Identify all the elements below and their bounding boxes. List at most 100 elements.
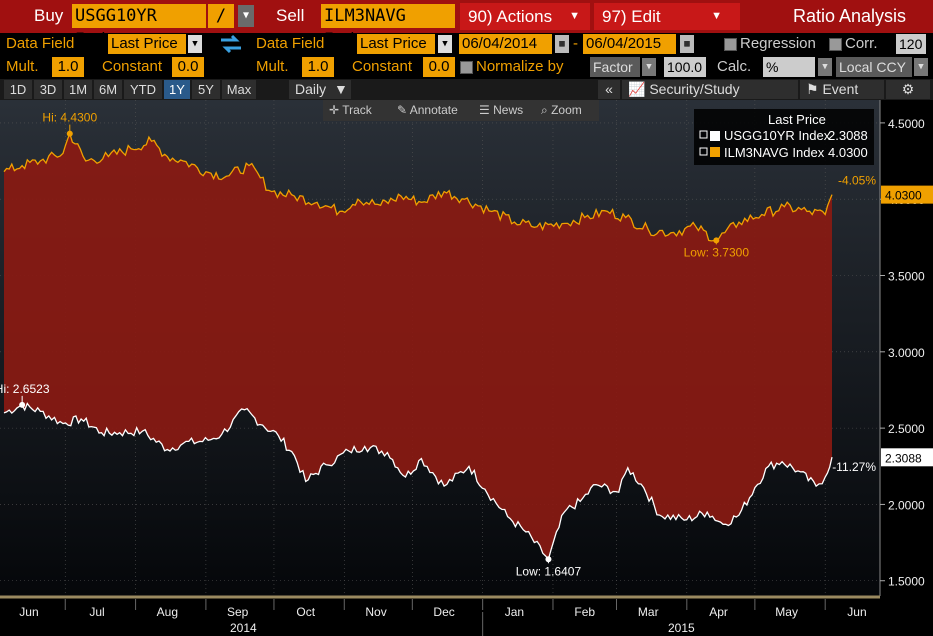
end-date-input[interactable]: 06/04/2015 [583,34,676,54]
track-label: Track [342,103,372,117]
start-calendar-icon[interactable]: ▦ [555,35,569,53]
mult-label: Mult. [6,58,39,75]
factor-value-input[interactable]: 100.0 [664,57,706,77]
collapse-button[interactable]: « [598,80,620,99]
normalize-factor-select[interactable]: Factor [590,57,640,77]
annotate-tool[interactable]: ✎ Annotate [391,100,473,121]
data-field2-dropdown-icon[interactable]: ▼ [438,35,452,53]
change-label: -11.27% [832,460,876,474]
zoom-tool[interactable]: ⌕ Zoom [535,100,599,121]
range-button-3d[interactable]: 3D [34,80,62,99]
security1-input[interactable]: USGG10YR Inde [72,4,206,50]
mult2-input[interactable]: 1.0 [302,57,334,77]
y-tick-label: 4.5000 [888,117,925,131]
x-tick-label: Mar [638,605,659,619]
constant2-input[interactable]: 0.0 [423,57,455,77]
operator-dropdown-icon[interactable]: ▼ [238,5,254,27]
range-button-1y[interactable]: 1Y [164,80,190,99]
y-axis: 1.50002.00002.50003.00003.50004.00004.50… [879,100,925,596]
chart-study-icon: 📈 [628,81,646,97]
data-field-label: Data Field [6,35,75,52]
start-date-input[interactable]: 06/04/2014 [459,34,552,54]
normalize-checkbox[interactable] [460,61,473,74]
annotate-label: Annotate [409,103,458,117]
data-field-dropdown-icon[interactable]: ▼ [188,35,202,53]
event-button[interactable]: ⚑ Event [800,80,884,99]
range-button-ytd[interactable]: YTD [124,80,162,99]
currency-dropdown-icon[interactable]: ▼ [914,58,928,76]
y-tick-label: 1.5000 [888,575,925,589]
news-label: News [493,103,524,117]
constant-input[interactable]: 0.0 [172,57,204,77]
range-button-1m[interactable]: 1M [64,80,92,99]
calc-select[interactable]: % [763,57,815,77]
operator-input[interactable]: / [208,4,234,28]
range-button-1d[interactable]: 1D [4,80,32,99]
data-field2-select[interactable]: Last Price [357,34,435,54]
edit-button[interactable]: 97) Edit ▼ [594,3,740,30]
change-label: -4.05% [838,174,876,188]
x-tick-label: Jan [505,605,524,619]
actions-label: 90) Actions [468,7,553,26]
actions-chevron-icon: ▼ [569,10,580,22]
sell-label: Sell [276,6,305,25]
x-axis-background [0,596,933,636]
legend-toggle-icon[interactable] [699,147,708,156]
security-study-label: Security/Study [649,81,740,97]
legend-value-ilm3navg: 4.0300 [828,145,868,160]
x-tick-label: Apr [709,605,728,619]
regression-checkbox[interactable] [724,38,737,51]
page-title: Ratio Analysis [793,6,907,26]
factor-dropdown-icon[interactable]: ▼ [642,58,656,76]
y-tick-label: 2.0000 [888,498,925,512]
x-axis: Jun Jul Aug Sep Oct Nov Dec Jan Feb Mar Apr May Jun 2… [0,595,933,636]
legend-swatch-usgg10yr [710,131,720,141]
event-label: Event [822,81,859,97]
legend-swatch-ilm3navg [710,147,720,157]
corr-window-input[interactable]: 120 [896,34,926,54]
y-tick-label: 3.0000 [888,346,925,360]
mult-input[interactable]: 1.0 [52,57,84,77]
x-tick-label: Jun [847,605,866,619]
year-label: 2015 [668,621,695,635]
news-tool[interactable]: ☰ News [473,100,535,121]
security-study-button[interactable]: 📈 Security/Study [622,80,798,99]
x-tick-label: Oct [296,605,315,619]
x-tick-label: Feb [574,605,595,619]
news-icon: ☰ [479,103,490,117]
y-tick-label: 2.5000 [888,422,925,436]
frequency-select[interactable]: Daily ▼ [289,80,351,99]
last-value-box [881,185,933,204]
range-button-max[interactable]: Max [222,80,256,99]
buy-label: Buy [34,6,64,25]
x-tick-label: Dec [433,605,454,619]
legend-box [694,109,874,165]
end-calendar-icon[interactable]: ▦ [680,35,694,53]
x-tick-label: Nov [365,605,386,619]
security2-input[interactable]: ILM3NAVG Inde [321,4,455,50]
settings-button[interactable]: ⚙ [886,80,930,99]
legend-toggle-icon[interactable] [699,130,708,139]
frequency-chevron-icon: ▼ [334,81,348,97]
currency-select[interactable]: Local CCY [836,57,912,77]
corr-checkbox[interactable] [829,38,842,51]
legend: Last Price USGG10YR Index 2.3088 ILM3NAV… [694,109,874,165]
range-button-6m[interactable]: 6M [94,80,122,99]
swap-icon[interactable] [218,34,244,54]
actions-button[interactable]: 90) Actions ▼ [460,3,590,30]
regression-label: Regression [740,35,816,52]
edit-label: 97) Edit [602,7,661,26]
range-button-5y[interactable]: 5Y [192,80,220,99]
series-line-ilm3navg [3,131,833,242]
date-separator: - [573,35,578,52]
x-tick-label: Jun [19,605,38,619]
data-field-select[interactable]: Last Price [108,34,186,54]
calc-dropdown-icon[interactable]: ▼ [818,58,832,76]
annotation-label: Low: 3.7300 [684,245,750,259]
constant-label: Constant [102,58,163,75]
gear-icon: ⚙ [901,81,915,97]
track-tool[interactable]: ✛ Track [323,100,391,121]
ratio-chart[interactable]: 1.50002.00002.50003.00003.50004.00004.50… [0,100,933,636]
x-tick-label: May [775,605,798,619]
params-row-1: Data Field Last Price ▼ Data Field Last … [0,33,933,55]
